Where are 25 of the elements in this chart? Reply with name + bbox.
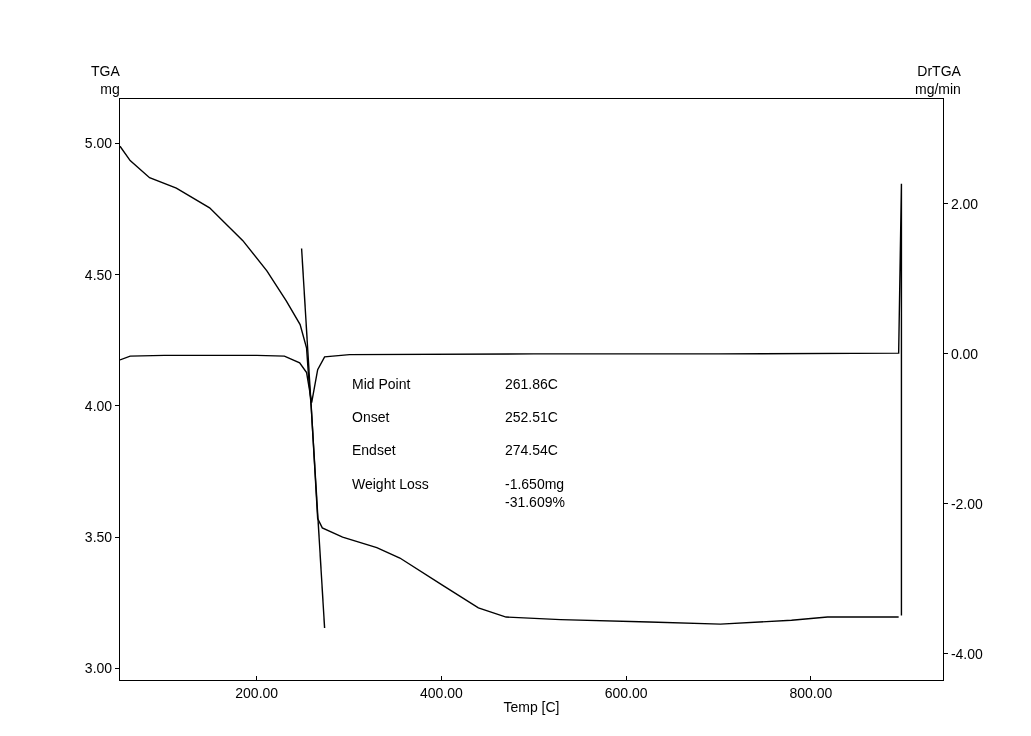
x-axis-title: Temp [C]	[503, 699, 560, 716]
annotation: -1.650mg	[505, 476, 565, 492]
y-tick-label: 3.50	[84, 528, 113, 545]
annotation: Endset	[352, 442, 396, 458]
annotation: 261.86C	[505, 376, 558, 392]
annotation: Onset	[352, 409, 390, 425]
annotation: 274.54C	[505, 442, 558, 458]
x-tick-label: 800.00	[789, 684, 833, 701]
y2-tick-label: -4.00	[950, 645, 984, 662]
x-tick-label: 400.00	[420, 684, 464, 701]
x-tick-label: 600.00	[604, 684, 648, 701]
x-tick-label: 200.00	[235, 684, 279, 701]
y2-tick-label: 2.00	[950, 195, 979, 212]
y-axis-title: TGA mg	[91, 63, 121, 98]
y-tick-label: 5.00	[84, 135, 113, 152]
y-tick-label: 4.00	[84, 397, 113, 414]
y-tick-label: 3.00	[84, 660, 113, 677]
y-tick-label: 4.50	[84, 266, 113, 283]
y2-tick-label: 0.00	[950, 345, 979, 362]
annotation: Weight Loss	[352, 476, 429, 492]
y2-tick-label: -2.00	[950, 495, 984, 512]
annotation: -31.609%	[505, 494, 565, 510]
annotation: 252.51C	[505, 409, 558, 425]
y2-axis-title: DrTGA mg/min	[915, 63, 962, 98]
annotation: Mid Point	[352, 376, 411, 392]
